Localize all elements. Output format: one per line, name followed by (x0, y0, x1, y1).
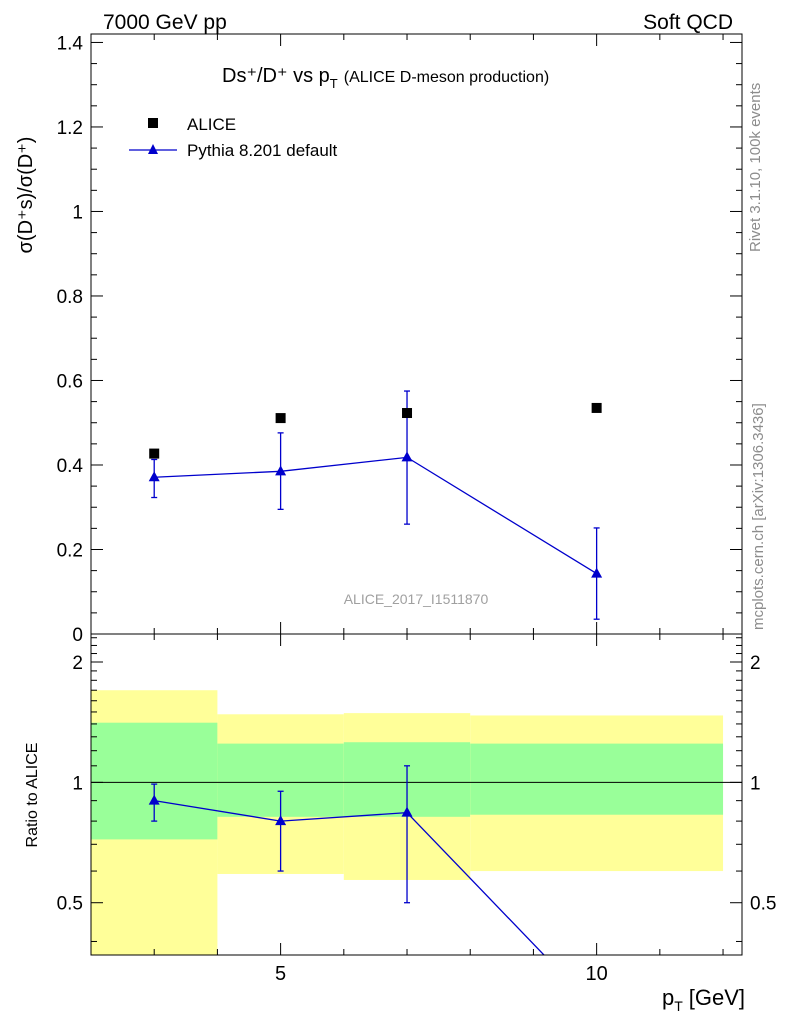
ratio-ytick-label-right: 2 (750, 653, 761, 674)
alice-point (149, 448, 160, 459)
main-ytick-label: 0.6 (57, 371, 83, 392)
ratio-ytick-label-left: 0.5 (57, 894, 83, 915)
main-data-marks (148, 390, 603, 620)
header-right: Soft QCD (643, 11, 733, 34)
ratio-axis-ticks: 0.5 0.5 1 1 2 2 5 10 (57, 634, 776, 985)
legend-mc-marker (148, 144, 158, 154)
main-ytick-label: 0 (72, 625, 83, 646)
main-y-label-text: σ(D⁺s)/σ(D⁺) (15, 137, 37, 254)
main-ytick-label: 1.2 (57, 118, 83, 139)
legend-data-label: ALICE (187, 115, 236, 134)
band-inner-3 (470, 743, 724, 815)
main-ytick-label: 0.2 (57, 540, 83, 561)
main-ytick-label: 0.8 (57, 287, 83, 308)
mcplots-note: mcplots.cern.ch [arXiv:1306.3436] (750, 403, 767, 630)
ratio-ytick-label-right: 0.5 (750, 894, 776, 915)
x-label-main: p (662, 985, 674, 1010)
main-ytick-label: 0.4 (57, 456, 84, 477)
legend-data-marker (148, 118, 158, 128)
main-axis-ticks: 0 0.2 0.4 0.6 0.8 1 1.2 1.4 (57, 33, 742, 646)
title-sub: T (330, 76, 338, 91)
ratio-mc-point (275, 815, 287, 826)
ratio-ytick-label-left: 2 (72, 653, 83, 674)
alice-point (402, 408, 413, 419)
alice-point (591, 402, 602, 413)
ratio-mc-group (148, 765, 545, 955)
ratio-mc-line (154, 800, 545, 955)
main-ytick-label: 1.4 (57, 33, 84, 54)
header-left: 7000 GeV pp (103, 11, 227, 34)
ratio-mc-point (401, 806, 413, 817)
alice-point (275, 413, 286, 424)
mc-point (591, 567, 603, 578)
ratio-data-marks (148, 765, 545, 955)
ratio-y-label: Ratio to ALICE (24, 743, 41, 848)
analysis-watermark: ALICE_2017_I1511870 (344, 591, 489, 607)
x-label-unit: [GeV] (689, 985, 745, 1010)
main-y-label: σ(D⁺s)/σ(D⁺) (15, 137, 37, 254)
ratio-frame (90, 633, 743, 956)
ratio-mc-point (148, 794, 160, 805)
mc-point (275, 465, 287, 476)
legend-mc-label: Pythia 8.201 default (187, 141, 338, 160)
main-ytick-label: 1 (72, 202, 83, 223)
title-main: Ds⁺/D⁺ vs p (222, 65, 330, 87)
plot-title: Ds⁺/D⁺ vs pT (ALICE D-meson production) (222, 65, 549, 91)
x-axis-label: pT [GeV] (662, 985, 745, 1014)
rivet-note: Rivet 3.1.10, 100k events (747, 83, 764, 252)
mc-line (154, 456, 597, 575)
x-tick-label: 5 (275, 963, 286, 985)
mc-point (401, 451, 413, 462)
x-label-sub: T (674, 998, 683, 1014)
mc-point (148, 471, 160, 482)
ratio-ytick-label-left: 1 (72, 773, 83, 794)
x-tick-label: 10 (586, 963, 608, 985)
band-inner-0 (91, 722, 218, 840)
title-suffix: (ALICE D-meson production) (344, 69, 549, 86)
ratio-ytick-label-right: 1 (750, 773, 761, 794)
